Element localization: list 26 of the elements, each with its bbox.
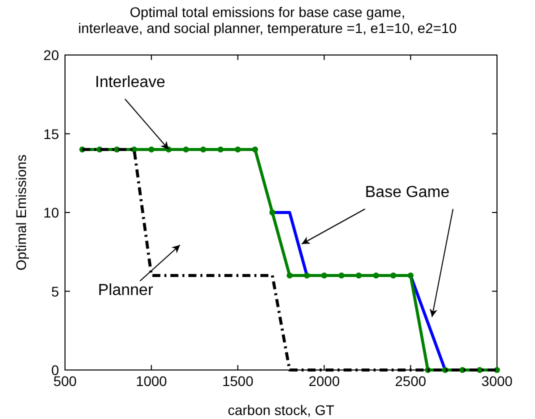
x-tick-label: 1500 [222,373,254,389]
point [286,272,293,278]
point [148,146,154,152]
chart-title: Optimal total emissions for base case game, interleave, and social planner, temperature =1, e1=10, e2=10 [78,4,458,36]
annotation: Base Game [365,184,450,201]
annotation: Interleave [95,74,166,91]
y-tick-label: 10 [43,204,60,220]
point [390,272,396,278]
point [408,272,414,278]
annotation: Planner [98,282,154,299]
point [200,146,206,152]
x-axis-title: carbon stock, GT [228,402,335,418]
y-axis-title: Optimal Emissions [13,154,29,270]
x-tick-label: 3000 [481,373,513,389]
point [252,146,258,152]
y-tick-label: 15 [43,126,60,142]
point [234,146,241,152]
point [321,272,328,278]
point [356,272,362,278]
y-tick-label: 5 [51,283,60,300]
y-tick-label: 20 [43,47,60,63]
point [269,210,276,216]
x-tick-label: 1000 [136,373,168,389]
x-tick-label: 2500 [395,373,426,389]
x-tick-label: 2000 [308,373,340,389]
point [304,272,310,278]
